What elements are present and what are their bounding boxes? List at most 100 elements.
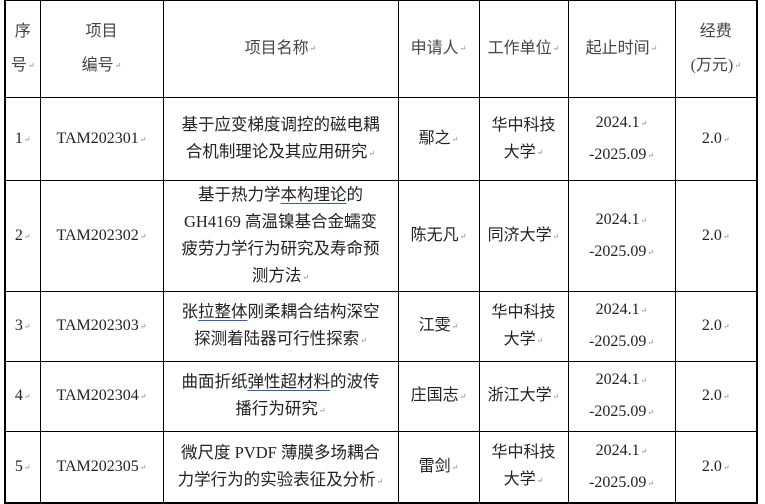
- cell-text: 2: [15, 227, 31, 244]
- cell-applicant: 江雯: [397, 290, 480, 362]
- cell-text: 浙江大学: [488, 387, 560, 404]
- cell-text: 2024.1: [596, 211, 648, 228]
- project-name-text: 基于应变梯度调控的磁电耦 合机制理论及其应用研究: [182, 115, 380, 161]
- cell-text: 陈无凡: [411, 227, 467, 244]
- cell-unit: 华中科技 大学: [478, 97, 569, 181]
- header-period: 起止时间: [567, 0, 676, 98]
- cell-index: 2: [4, 180, 41, 292]
- table-row: 5 TAM202305 微尺度 PVDF 薄膜多场耦合 力学行为的实验表征及分析 雷剑…: [4, 430, 758, 504]
- project-name-text: 张拉整体刚柔耦合结构深空 探测着陆器可行性探索: [182, 302, 380, 348]
- cell-applicant: 雷剑: [397, 430, 480, 504]
- cell-text: 2.0: [702, 387, 730, 404]
- cell-funding: 2.0: [674, 97, 758, 181]
- cell-text: 3: [15, 317, 31, 334]
- cell-text: 2024.1: [596, 114, 648, 131]
- cell-unit: 同济大学: [478, 180, 569, 292]
- table-row: 4 TAM202304 曲面折纸弹性超材料的波传 播行为研究 庄国志 浙江大学 2024.…: [4, 360, 758, 432]
- header-funding: 经费 (万元): [674, 0, 758, 98]
- cell-code: TAM202305: [39, 430, 164, 504]
- cell-funding: 2.0: [674, 430, 758, 504]
- cell-text: 华中科技 大学: [491, 304, 555, 348]
- header-applicant-text: 申请人: [411, 40, 467, 57]
- cell-period: 2024.1 -2025.09: [567, 180, 676, 292]
- cell-applicant: 庄国志: [397, 360, 480, 432]
- cell-text: TAM202303: [57, 317, 147, 334]
- cell-text: 4: [15, 387, 31, 404]
- header-period-text: 起止时间: [586, 40, 658, 57]
- spellcheck-underlined-text: 本构理论: [280, 185, 347, 204]
- cell-unit: 华中科技 大学: [478, 430, 569, 504]
- project-name-segment: 的 GH4169 高温镍基合金蠕变 疲劳力学行为研究及寿命预 测方法: [181, 185, 380, 285]
- header-applicant: 申请人: [397, 0, 480, 98]
- header-unit-text: 工作单位: [488, 40, 560, 57]
- cell-project-name: 微尺度 PVDF 薄膜多场耦合 力学行为的实验表征及分析: [162, 430, 399, 504]
- header-code: 项目 编号: [39, 0, 164, 98]
- cell-text: 2.0: [702, 458, 730, 475]
- cell-text: TAM202305: [57, 458, 147, 475]
- cell-code: TAM202303: [39, 290, 164, 362]
- project-name-segment: 基于应变梯度调控的磁电耦 合机制理论及其应用研究: [181, 115, 380, 162]
- cell-text: 2.0: [702, 130, 730, 147]
- project-name-segment: 的波传 播行为研究: [235, 372, 380, 419]
- cell-text: 华中科技 大学: [491, 117, 555, 161]
- header-index: 序 号: [4, 0, 41, 98]
- cell-period: 2024.1 -2025.09: [567, 97, 676, 181]
- cell-code: TAM202301: [39, 97, 164, 181]
- cell-funding: 2.0: [674, 290, 758, 362]
- cell-project-name: 基于应变梯度调控的磁电耦 合机制理论及其应用研究: [162, 97, 399, 181]
- project-name-segment: 曲面折纸: [181, 372, 248, 392]
- cell-text: 2.0: [702, 317, 730, 334]
- cell-text: 鄢之: [419, 130, 459, 147]
- table-row: 3 TAM202303 张拉整体刚柔耦合结构深空 探测着陆器可行性探索 江雯 华中科技 …: [4, 290, 758, 362]
- header-unit: 工作单位: [478, 0, 569, 98]
- cell-project-name: 张拉整体刚柔耦合结构深空 探测着陆器可行性探索: [162, 290, 399, 362]
- cell-text: 华中科技 大学: [491, 444, 555, 488]
- cell-text: 2024.1: [596, 301, 648, 318]
- cell-period: 2024.1 -2025.09: [567, 290, 676, 362]
- cell-project-name: 曲面折纸弹性超材料的波传 播行为研究: [162, 360, 399, 432]
- cell-text: 同济大学: [488, 227, 560, 244]
- header-funding-text: 经费 (万元): [691, 23, 741, 74]
- cell-index: 3: [4, 290, 41, 362]
- cell-code: TAM202304: [39, 360, 164, 432]
- cell-applicant: 陈无凡: [397, 180, 480, 292]
- table-row: 2 TAM202302 基于热力学本构理论的 GH4169 高温镍基合金蠕变 疲劳力…: [4, 180, 758, 292]
- cell-funding: 2.0: [674, 360, 758, 432]
- cell-project-name: 基于热力学本构理论的 GH4169 高温镍基合金蠕变 疲劳力学行为研究及寿命预 …: [162, 180, 399, 292]
- project-name-segment: 基于热力学: [198, 185, 281, 204]
- project-name-segment: 张: [181, 302, 199, 322]
- cell-text: 雷剑: [419, 458, 459, 475]
- project-name-segment: 微尺度 PVDF 薄膜多场耦合 力学行为的实验表征及分析: [177, 442, 380, 489]
- cell-code: TAM202302: [39, 180, 164, 292]
- project-table: 序 号 项目 编号 项目名称 申请人 工作单位 起止时间 经费 (万元) 1 TA…: [4, 0, 758, 504]
- cell-text: 庄国志: [411, 387, 467, 404]
- header-index-text: 序 号: [11, 23, 35, 74]
- table-header-row: 序 号 项目 编号 项目名称 申请人 工作单位 起止时间 经费 (万元): [4, 0, 758, 98]
- project-name-text: 曲面折纸弹性超材料的波传 播行为研究: [182, 372, 380, 418]
- header-name: 项目名称: [162, 0, 399, 98]
- cell-text: 2024.1: [596, 442, 648, 459]
- cell-index: 5: [4, 430, 41, 504]
- project-name-text: 微尺度 PVDF 薄膜多场耦合 力学行为的实验表征及分析: [178, 443, 384, 489]
- header-code-text: 项目 编号: [82, 23, 122, 74]
- cell-text: TAM202302: [57, 227, 147, 244]
- cell-text: TAM202304: [57, 387, 147, 404]
- header-name-text: 项目名称: [245, 40, 317, 57]
- spellcheck-underlined-text: 弹性超材料: [247, 372, 331, 392]
- cell-index: 1: [4, 97, 41, 181]
- cell-text: -2025.09: [589, 474, 654, 491]
- table-row: 1 TAM202301 基于应变梯度调控的磁电耦 合机制理论及其应用研究 鄢之 华中科技…: [4, 97, 758, 181]
- project-name-segment: 刚柔耦合结构深空 探测着陆器可行性探索: [194, 302, 380, 349]
- cell-text: -2025.09: [589, 243, 654, 260]
- cell-period: 2024.1 -2025.09: [567, 360, 676, 432]
- cell-unit: 浙江大学: [478, 360, 569, 432]
- spellcheck-underlined-text: 拉整体: [198, 302, 248, 322]
- cell-text: 5: [15, 458, 31, 475]
- cell-text: 1: [15, 130, 31, 147]
- cell-text: 2024.1: [596, 371, 648, 388]
- cell-text: -2025.09: [589, 403, 654, 420]
- cell-period: 2024.1 -2025.09: [567, 430, 676, 504]
- project-name-text: 基于热力学本构理论的 GH4169 高温镍基合金蠕变 疲劳力学行为研究及寿命预 …: [182, 185, 380, 285]
- cell-text: -2025.09: [589, 146, 654, 163]
- cell-text: 2.0: [702, 227, 730, 244]
